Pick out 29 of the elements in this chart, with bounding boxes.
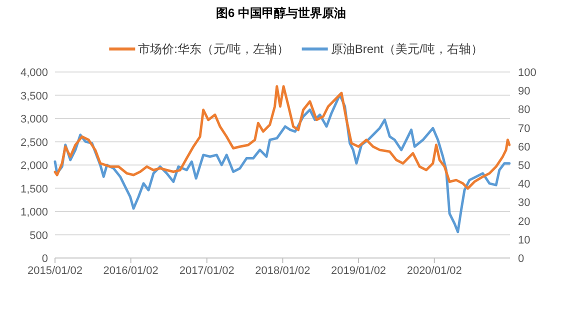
legend-label: 原油Brent（美元/吨，右轴）	[330, 42, 483, 56]
y-tick-label: 2,000	[20, 160, 48, 172]
x-tick-label: 2016/01/02	[103, 265, 158, 277]
y-tick-label: 2,500	[20, 136, 48, 149]
y-tick-label: 1,500	[20, 183, 48, 196]
y2-tick-label: 30	[518, 197, 530, 210]
y2-tick-label: 50	[518, 160, 530, 172]
y2-tick-label: 60	[518, 141, 530, 154]
y2-tick-label: 20	[518, 216, 530, 228]
y-tick-label: 0	[42, 253, 48, 265]
y-tick-label: 4,000	[20, 67, 48, 79]
x-tick-label: 2017/01/02	[179, 265, 234, 277]
y-tick-label: 3,000	[20, 114, 48, 126]
y-tick-label: 3,500	[20, 90, 48, 102]
y2-tick-label: 100	[518, 67, 536, 79]
y2-tick-label: 40	[518, 178, 530, 191]
y2-tick-label: 10	[518, 234, 530, 246]
legend-label: 市场价:华东（元/吨，左轴）	[138, 42, 289, 56]
x-tick-label: 2015/01/02	[27, 265, 83, 277]
y2-tick-label: 80	[518, 104, 530, 116]
y2-tick-label: 70	[518, 122, 530, 135]
y-tick-label: 500	[30, 230, 48, 242]
x-tick-label: 2020/01/02	[406, 265, 462, 277]
y2-tick-label: 0	[518, 253, 524, 265]
x-tick-label: 2019/01/02	[331, 265, 386, 277]
x-tick-label: 2018/01/02	[255, 265, 310, 277]
chart-title: 图6 中国甲醇与世界原油	[216, 6, 346, 20]
y-tick-label: 1,000	[20, 206, 48, 218]
y2-tick-label: 90	[518, 86, 530, 98]
